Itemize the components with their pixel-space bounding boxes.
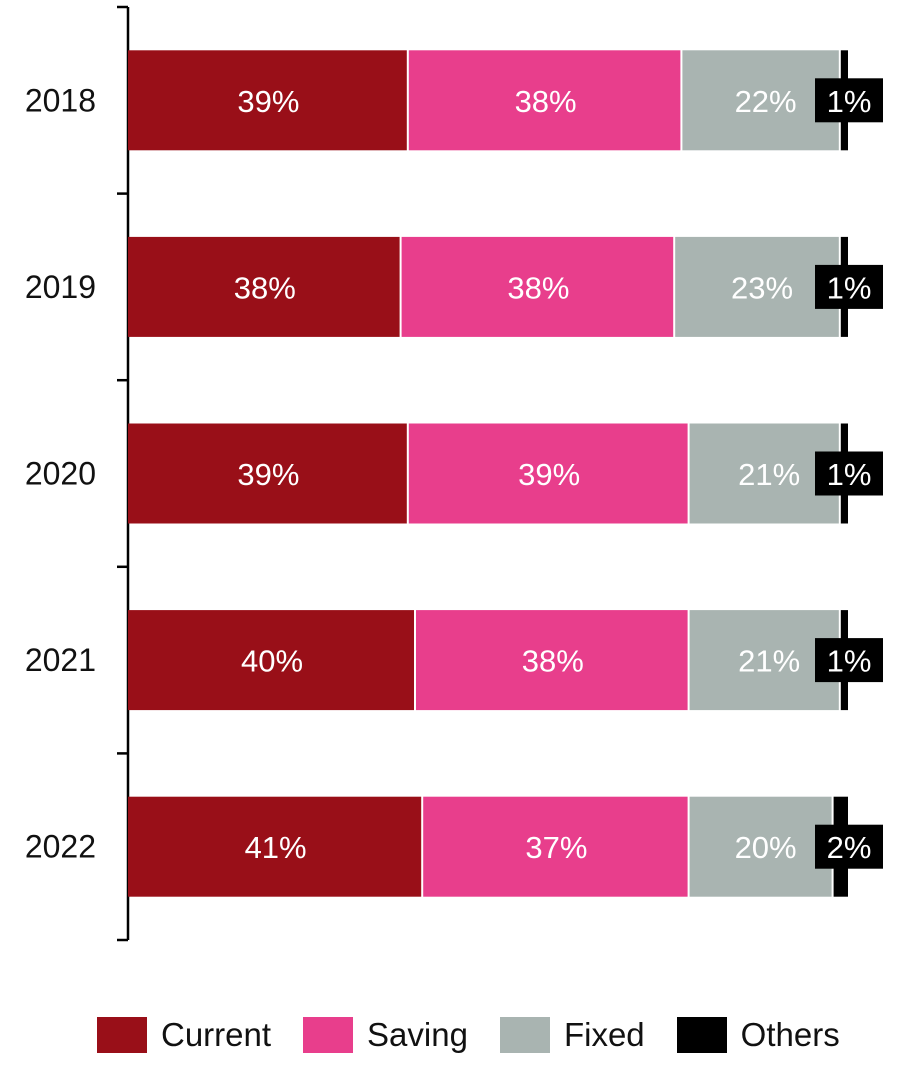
data-label-background — [815, 451, 883, 496]
data-label-fixed: 23% — [731, 270, 793, 305]
bar-current — [128, 50, 407, 151]
data-label-background — [815, 824, 883, 869]
bar-saving — [408, 50, 681, 151]
data-label-fixed: 22% — [735, 84, 797, 119]
bar-fixed — [689, 796, 832, 897]
data-label-others: 1% — [827, 644, 872, 679]
bar-fixed — [689, 610, 839, 711]
data-label-background — [815, 78, 883, 123]
category-label: 2018 — [25, 82, 96, 118]
legend: Current Saving Fixed Others — [97, 1013, 840, 1057]
legend-item-saving: Saving — [303, 1016, 468, 1054]
legend-swatch — [676, 1017, 727, 1053]
bar-current — [128, 423, 407, 524]
legend-swatch — [303, 1017, 354, 1053]
data-label-current: 39% — [237, 84, 299, 119]
bar-fixed — [689, 423, 839, 524]
data-label-background — [815, 264, 883, 309]
data-label-others: 1% — [827, 457, 872, 492]
stacked-bar-chart: 2018 39% 38% 22% 1% 2019 38% 38% 23% 1% 2020 39% 39%… — [25, 5, 883, 942]
data-label-fixed: 20% — [735, 830, 797, 865]
category-label: 2020 — [25, 456, 96, 492]
data-label-current: 40% — [241, 644, 303, 679]
data-label-current: 39% — [237, 457, 299, 492]
bar-fixed — [675, 236, 839, 337]
legend-item-current: Current — [97, 1016, 271, 1054]
data-label-current: 41% — [245, 830, 307, 865]
data-label-fixed: 21% — [738, 457, 800, 492]
bar-saving — [423, 796, 688, 897]
data-label-saving: 38% — [515, 84, 577, 119]
data-label-saving: 38% — [522, 644, 584, 679]
bar-current — [128, 236, 400, 337]
data-label-saving: 37% — [525, 830, 587, 865]
data-label-current: 38% — [234, 270, 296, 305]
bar-current — [128, 610, 414, 711]
data-label-saving: 38% — [507, 270, 569, 305]
bar-fixed — [682, 50, 839, 151]
data-label-others: 2% — [827, 830, 872, 865]
legend-label: Others — [740, 1016, 840, 1053]
legend-label: Saving — [367, 1016, 468, 1053]
data-label-others: 1% — [827, 84, 872, 119]
legend-item-fixed: Fixed — [499, 1016, 645, 1054]
legend-swatch — [97, 1017, 147, 1053]
bar-saving — [416, 610, 688, 711]
category-label: 2021 — [25, 642, 96, 678]
legend-label: Current — [161, 1016, 272, 1053]
bar-saving — [401, 236, 674, 337]
data-label-background — [815, 638, 883, 683]
bar-current — [128, 796, 422, 897]
data-label-saving: 39% — [518, 457, 580, 492]
legend-label: Fixed — [563, 1016, 645, 1053]
data-label-others: 1% — [827, 270, 872, 305]
bar-saving — [408, 423, 688, 524]
legend-item-others: Others — [676, 1016, 840, 1054]
data-label-fixed: 21% — [738, 644, 800, 679]
legend-swatch — [499, 1017, 550, 1053]
category-label: 2019 — [25, 269, 96, 305]
category-label: 2022 — [25, 829, 96, 865]
